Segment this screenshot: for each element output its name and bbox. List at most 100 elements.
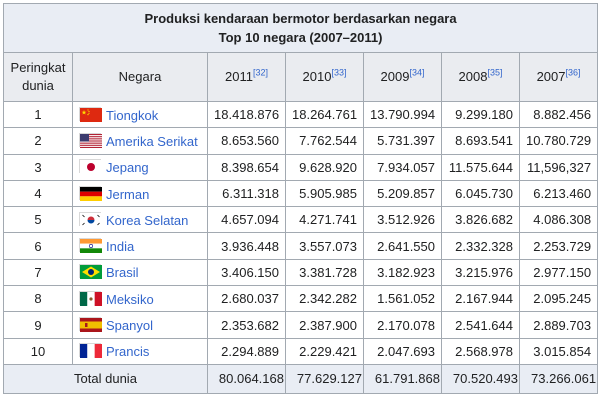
total-value: 70.520.493 [441,363,520,394]
rank-cell: 3 [3,153,73,181]
production-value-cell: 2.332.328 [441,232,520,260]
production-value-cell: 5.209.857 [363,179,442,208]
production-value-cell: 8.653.560 [207,127,286,155]
production-value-cell: 8.693.541 [441,127,520,155]
production-value-cell: 3.215.976 [441,258,520,287]
header-year-2007: 2007[36] [518,52,599,102]
header-year-2008: 2008[35] [441,52,520,102]
production-value-cell: 13.790.994 [363,100,442,129]
table-row: 6 India 3.936.448 3.557.073 2.641.550 2.332.3… [3,232,599,260]
table-container: Produksi kendaraan bermotor berdasarkan … [2,3,599,394]
rank-cell: 6 [3,232,73,260]
usa-flag-icon [79,132,102,148]
table-caption: Produksi kendaraan bermotor berdasarkan … [2,3,599,53]
country-cell: Brasil [72,258,208,287]
production-value-cell: 4.086.308 [518,206,599,234]
header-year-label: 2010 [302,69,332,84]
table-row: 4 Jerman 6.311.318 5.905.985 5.209.857 6.045.… [3,179,599,208]
reference-link[interactable]: [32] [252,67,268,78]
production-value-cell: 2.541.644 [441,311,520,339]
production-value-cell: 18.418.876 [207,100,286,129]
header-year-label: 2011 [225,69,253,84]
country-cell: Korea Selatan [72,206,208,234]
rank-cell: 8 [3,285,73,313]
production-value-cell: 3.182.923 [363,258,442,287]
rank-cell: 5 [3,206,73,234]
brazil-flag-icon [79,264,102,280]
south-korea-flag-icon [79,211,102,227]
total-row: Total dunia 80.064.168 77.629.127 61.791… [3,363,599,394]
production-value-cell: 2.387.900 [285,311,364,339]
production-value-cell: 4.657.094 [207,206,286,234]
header-year-2010: 2010[33] [285,52,364,102]
table-title: Produksi kendaraan bermotor berdasarkan … [144,11,457,26]
country-link[interactable]: Jepang [106,160,149,176]
country-link[interactable]: India [106,239,135,255]
production-value-cell: 2.167.944 [441,285,520,313]
reference-link[interactable]: [34] [409,67,425,78]
header-rank-line1: Peringkat [10,60,66,75]
production-value-cell: 11.575.644 [441,153,520,181]
production-value-cell: 9.299.180 [441,100,520,129]
production-value-cell: 1.561.052 [363,285,442,313]
table-subtitle: Top 10 negara (2007–2011) [218,30,383,45]
production-value-cell: 6.213.460 [518,179,599,208]
production-value-cell: 6.311.318 [207,179,286,208]
rank-cell: 2 [3,127,73,155]
production-value-cell: 3.015.854 [518,337,599,365]
production-value-cell: 2.047.693 [363,337,442,365]
total-value: 77.629.127 [285,363,364,394]
france-flag-icon [79,343,102,359]
country-link[interactable]: Amerika Serikat [106,133,198,149]
table-body: 1 Tiongkok 18.418.876 18.264.761 13.790.994 9… [3,100,599,365]
production-value-cell: 2.977.150 [518,258,599,287]
country-link[interactable]: Tiongkok [106,107,159,123]
production-value-cell: 3.406.150 [207,258,286,287]
production-value-cell: 8.882.456 [518,100,599,129]
production-value-cell: 2.353.682 [207,311,286,339]
total-value: 80.064.168 [207,363,286,394]
header-rank-line2: dunia [22,78,54,93]
country-link[interactable]: Korea Selatan [106,212,189,228]
country-link[interactable]: Brasil [106,265,139,281]
india-flag-icon [79,238,102,254]
header-year-label: 2007 [536,69,566,84]
header-year-2009: 2009[34] [363,52,442,102]
production-value-cell: 7.762.544 [285,127,364,155]
production-value-cell: 10.780.729 [518,127,599,155]
production-value-cell: 2.342.282 [285,285,364,313]
rank-cell: 4 [3,179,73,208]
production-value-cell: 2.680.037 [207,285,286,313]
table-row: 2 Amerika Serikat 8.653.560 7.762.544 5.731.… [3,127,599,155]
country-link[interactable]: Prancis [106,344,150,360]
country-cell: Jepang [72,153,208,181]
production-value-cell: 5.905.985 [285,179,364,208]
production-value-cell: 3.381.728 [285,258,364,287]
japan-flag-icon [79,159,102,175]
table-row: 3 Jepang 8.398.654 9.628.920 7.934.057 11.575… [3,153,599,181]
rank-cell: 1 [3,100,73,129]
rank-cell: 7 [3,258,73,287]
country-cell: Amerika Serikat [72,127,208,155]
production-value-cell: 9.628.920 [285,153,364,181]
production-value-cell: 2.294.889 [207,337,286,365]
production-value-cell: 11,596,327 [518,153,599,181]
production-value-cell: 3.936.448 [207,232,286,260]
table-row: 7 Brasil 3.406.150 3.381.728 3.182.923 3.215.… [3,258,599,287]
spain-flag-icon [79,317,102,333]
total-value: 61.791.868 [363,363,442,394]
production-value-cell: 2.568.978 [441,337,520,365]
production-value-cell: 4.271.741 [285,206,364,234]
production-value-cell: 2.641.550 [363,232,442,260]
china-flag-icon [79,106,102,122]
total-value: 73.266.061 [518,363,599,394]
total-label: Total dunia [3,363,208,394]
reference-link[interactable]: [36] [565,67,581,78]
production-value-cell: 3.826.682 [441,206,520,234]
country-link[interactable]: Meksiko [106,291,154,307]
country-link[interactable]: Spanyol [106,318,153,334]
reference-link[interactable]: [33] [331,67,347,78]
reference-link[interactable]: [35] [487,67,503,78]
country-link[interactable]: Jerman [106,186,150,202]
production-value-cell: 7.934.057 [363,153,442,181]
